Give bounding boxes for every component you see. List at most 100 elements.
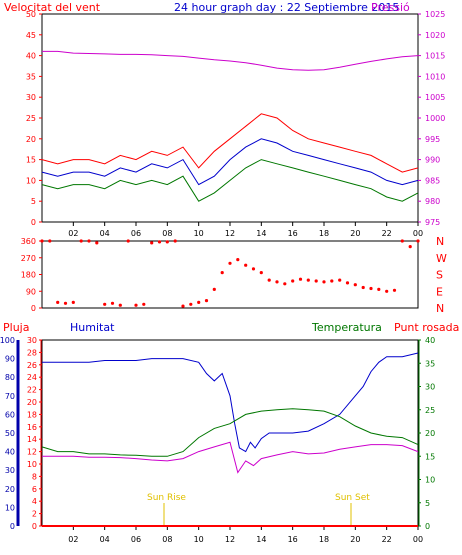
direction-axis: 0 90 180 270 360 <box>21 237 42 313</box>
direction-point <box>95 241 99 245</box>
direction-point <box>400 239 404 243</box>
direction-point <box>291 279 295 283</box>
direction-point <box>181 304 185 308</box>
direction-point <box>267 278 271 282</box>
compass-label: N <box>436 235 444 248</box>
direction-point <box>244 263 248 267</box>
compass-label: N <box>436 302 444 315</box>
direction-tick-label: 270 <box>21 254 36 263</box>
x-tick-label: 22 <box>382 535 392 544</box>
x-tick-label: 12 <box>225 229 235 238</box>
pressure-tick-label: 1010 <box>425 72 445 81</box>
x-tick-label: 10 <box>194 229 204 238</box>
gust-line <box>41 113 419 173</box>
pressure-tick-label: 1025 <box>425 10 445 19</box>
rain-tick-label: 0 <box>32 522 37 531</box>
rain-tick-label: 20 <box>27 398 37 407</box>
pressure-axis: 975 980 985 990 995 1000 1005 1010 1015 1020 1025 <box>418 10 445 227</box>
pressure-tick-label: 1015 <box>425 52 445 61</box>
rain-tick-label: 24 <box>27 373 37 382</box>
x-tick-label: 20 <box>350 535 360 544</box>
humidity-tick-label: 60 <box>5 410 15 419</box>
temperature-tick-label: 15 <box>425 452 435 461</box>
direction-plot-area <box>41 240 419 309</box>
direction-point <box>408 245 412 249</box>
x-tick-label: 08 <box>162 535 172 544</box>
direction-point <box>204 299 209 303</box>
wind-tick-label: 40 <box>26 52 36 61</box>
direction-point <box>212 287 216 291</box>
direction-point <box>361 285 365 290</box>
x-tick-label: 14 <box>256 535 266 544</box>
direction-point <box>330 279 334 283</box>
pressure-tick-label: 980 <box>425 197 440 206</box>
wind-tick-label: 20 <box>26 135 36 144</box>
humidity-tick-label: 10 <box>5 503 15 512</box>
x-tick-label: 06 <box>131 535 141 544</box>
x-tick-label: 22 <box>382 229 392 238</box>
wind-tick-label: 10 <box>26 176 36 185</box>
pressure-title: Pressió <box>371 1 410 14</box>
wind-tick-label: 15 <box>26 156 36 165</box>
direction-point <box>314 279 318 283</box>
wind-speed-axis: 0 5 10 15 20 25 30 35 40 45 50 <box>26 10 42 227</box>
wind-tick-label: 0 <box>31 218 36 227</box>
x-tick-label: 02 <box>68 535 78 544</box>
pressure-tick-label: 1000 <box>425 114 445 123</box>
humidity-temp-series <box>41 352 419 527</box>
compass-label: W <box>436 252 447 265</box>
wind-tick-label: 45 <box>26 31 36 40</box>
wind-speed-title: Velocitat del vent <box>4 1 101 14</box>
x-tick-label: 00 <box>413 229 423 238</box>
temperature-tick-label: 35 <box>425 359 435 368</box>
x-tick-label: 02 <box>68 229 78 238</box>
direction-tick-label: 90 <box>26 287 36 296</box>
direction-point <box>142 302 146 306</box>
direction-point <box>306 278 310 282</box>
humidity-label: Humitat <box>70 321 115 334</box>
temperature-tick-label: 10 <box>425 476 435 485</box>
direction-point <box>165 240 169 244</box>
x-tick-label: 08 <box>162 229 172 238</box>
humidity-tick-label: 70 <box>5 392 15 401</box>
temperature-tick-label: 30 <box>425 383 435 392</box>
compass-label: S <box>436 269 443 282</box>
direction-point <box>392 288 397 292</box>
direction-point <box>369 286 373 291</box>
humidity-line <box>42 352 419 453</box>
direction-point <box>345 281 350 285</box>
humidity-tick-label: 20 <box>5 485 15 494</box>
wind-tick-label: 5 <box>31 197 36 206</box>
pressure-tick-label: 1005 <box>425 93 445 102</box>
pressure-line <box>42 50 419 71</box>
rain-tick-label: 6 <box>32 485 37 494</box>
humidity-axis: 0 10 20 30 40 50 60 70 80 90 100 <box>0 336 15 531</box>
rain-tick-label: 16 <box>27 423 37 432</box>
avg-line <box>41 138 419 186</box>
temperature-line <box>41 408 419 457</box>
compass-label: E <box>436 285 443 298</box>
direction-point <box>251 267 256 271</box>
wind-tick-label: 25 <box>26 114 36 123</box>
direction-point <box>275 280 279 284</box>
direction-point <box>228 261 232 265</box>
temperature-tick-label: 40 <box>425 336 435 345</box>
sunset-label: Sun Set <box>335 493 370 503</box>
pressure-tick-label: 975 <box>425 218 440 227</box>
direction-point <box>385 289 389 293</box>
direction-point <box>259 271 263 275</box>
humidity-tick-label: 80 <box>5 373 15 382</box>
humidity-tick-label: 40 <box>5 448 15 457</box>
direction-tick-label: 180 <box>21 271 36 280</box>
humidity-tick-label: 50 <box>5 429 15 438</box>
direction-point <box>71 300 75 304</box>
rain-tick-label: 26 <box>27 361 37 370</box>
direction-point <box>377 287 381 291</box>
direction-point <box>236 258 240 262</box>
direction-point <box>118 303 122 307</box>
rain-tick-label: 2 <box>32 510 37 519</box>
x-tick-label: 18 <box>319 229 329 238</box>
wind-tick-label: 50 <box>26 10 36 19</box>
direction-point <box>220 271 224 275</box>
